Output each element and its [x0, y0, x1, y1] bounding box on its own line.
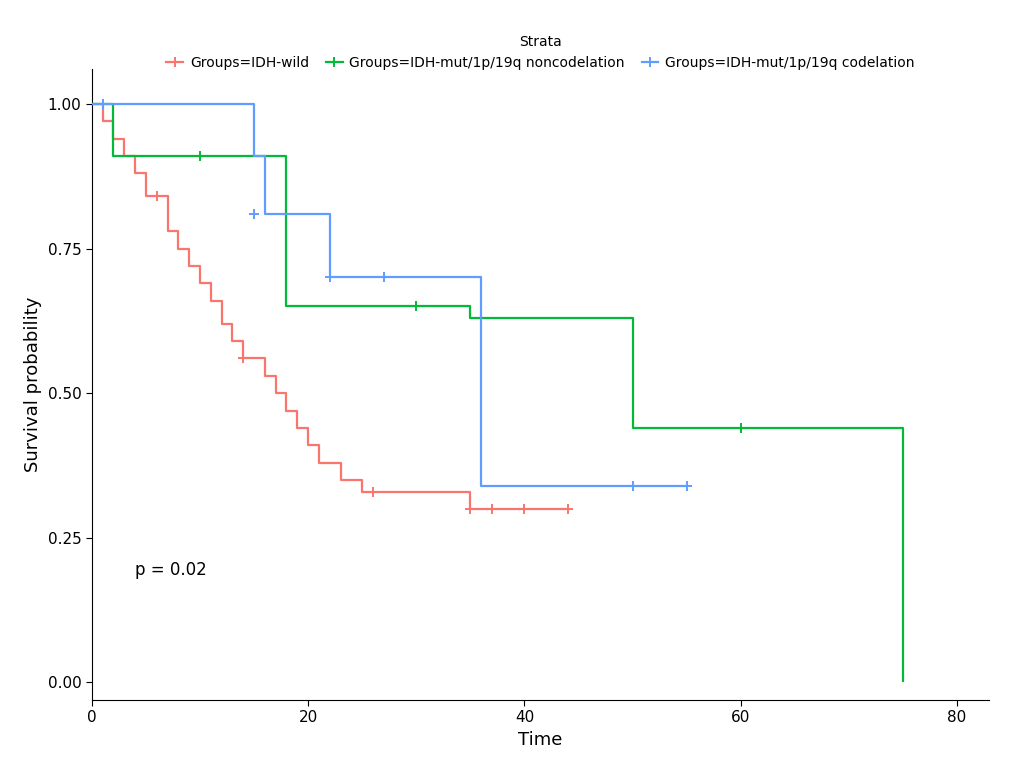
Legend: Groups=IDH-wild, Groups=IDH-mut/1p/19q noncodelation, Groups=IDH-mut/1p/19q code: Groups=IDH-wild, Groups=IDH-mut/1p/19q n… — [166, 35, 914, 70]
X-axis label: Time: Time — [518, 731, 562, 749]
Y-axis label: Survival probability: Survival probability — [24, 297, 42, 472]
Text: p = 0.02: p = 0.02 — [135, 561, 207, 578]
